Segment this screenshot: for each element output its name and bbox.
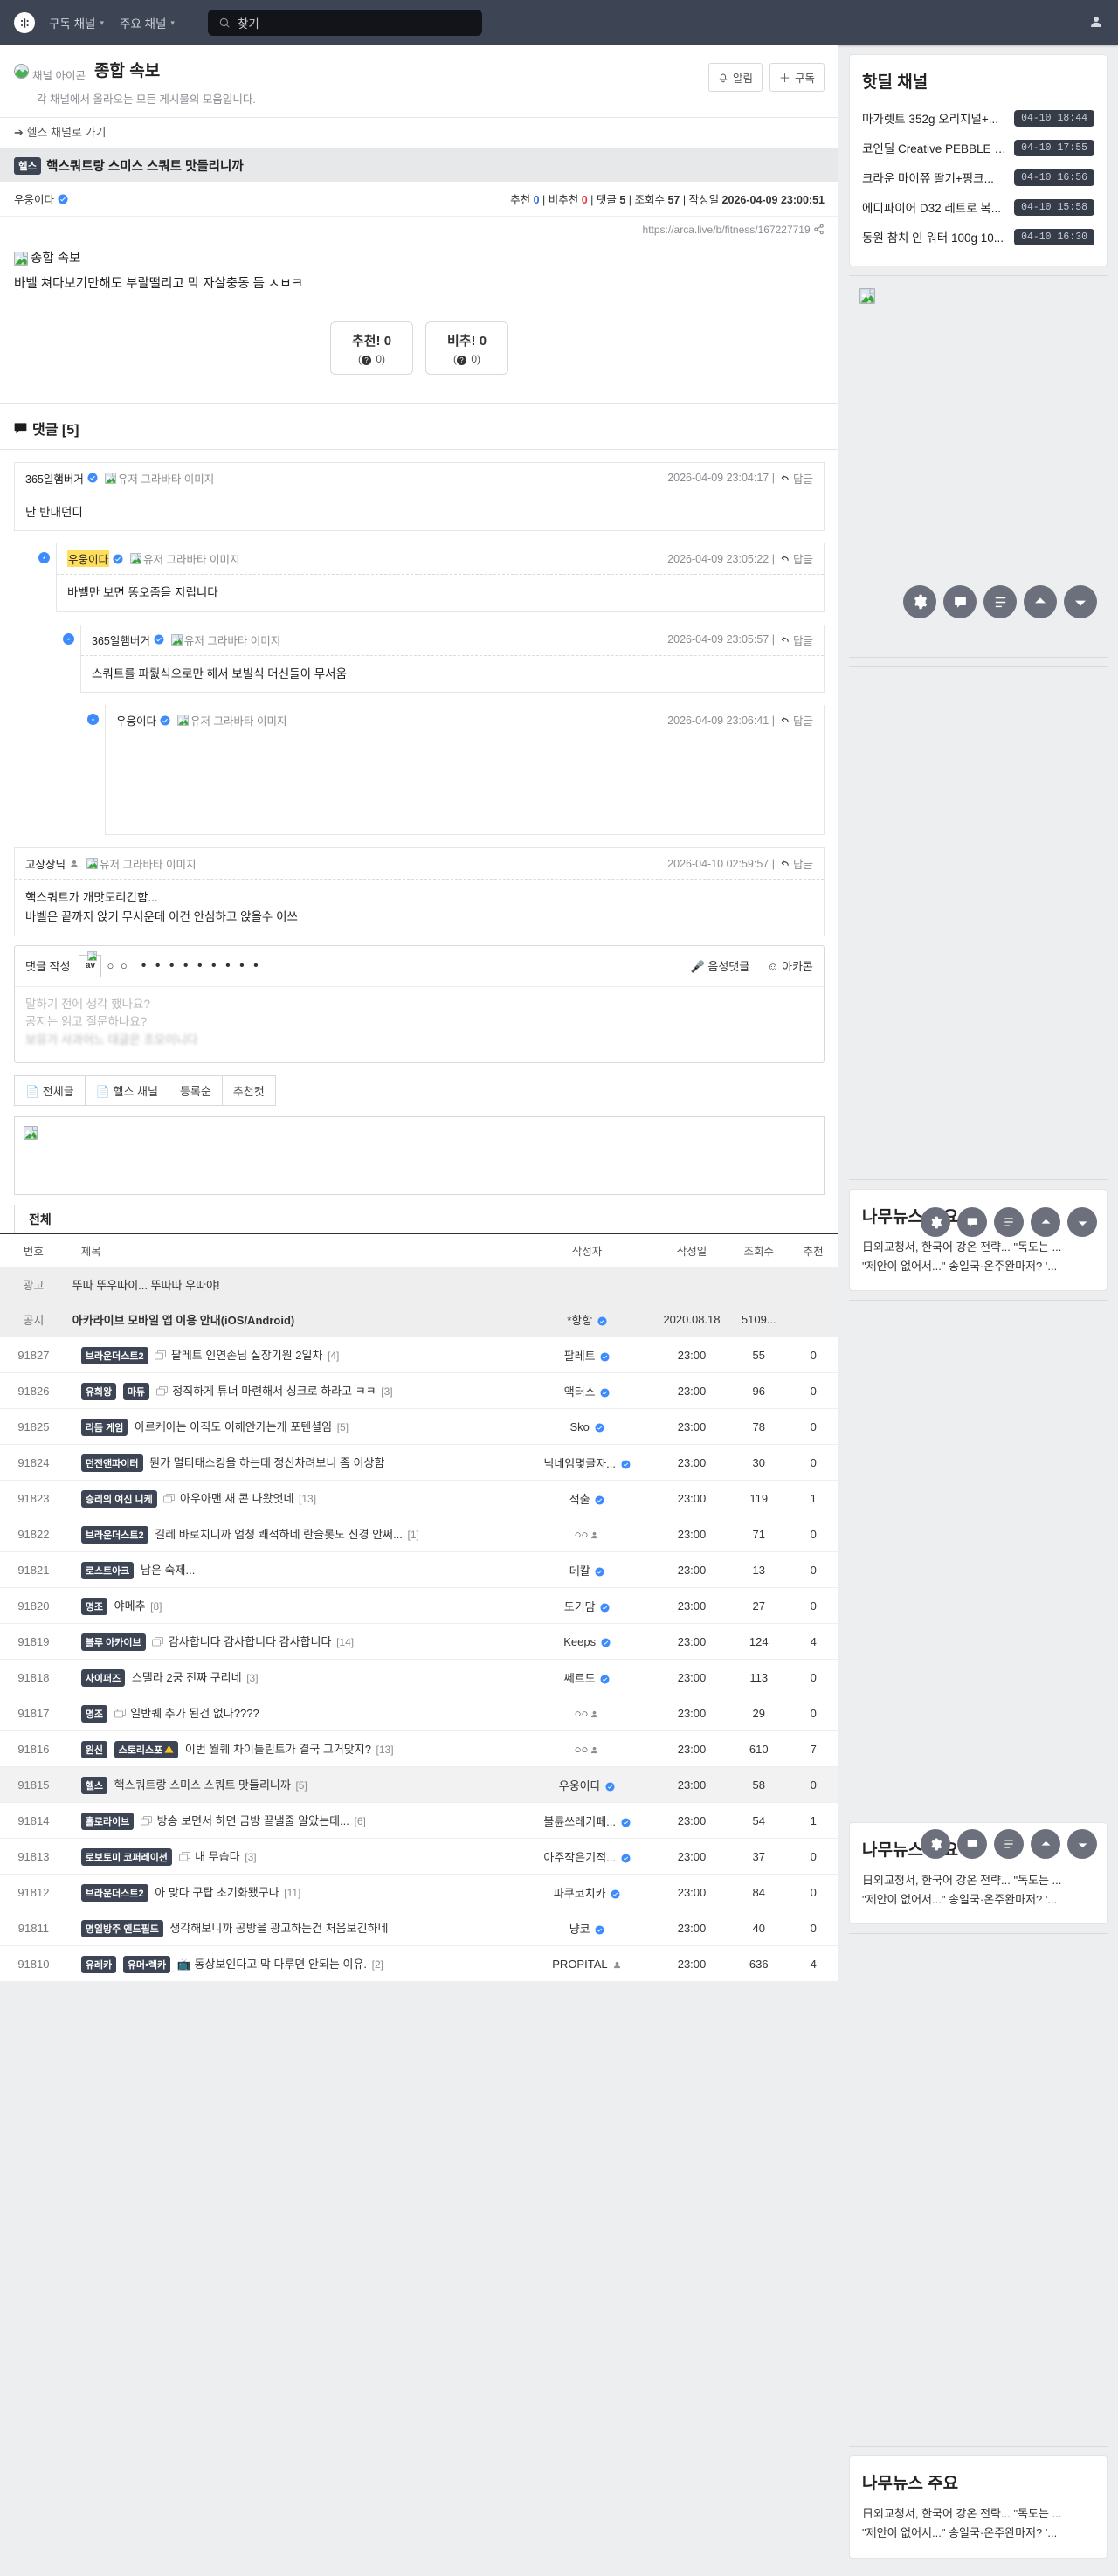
svg-text:!: ! — [169, 1748, 170, 1754]
